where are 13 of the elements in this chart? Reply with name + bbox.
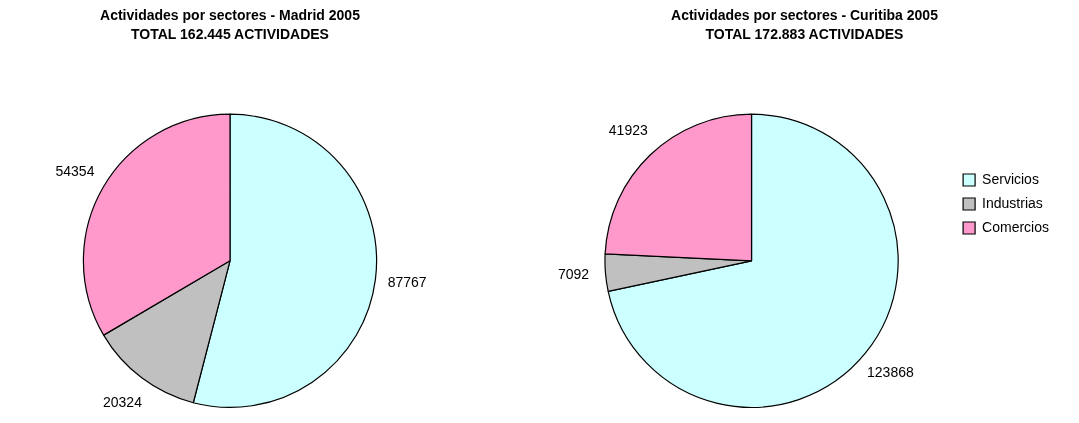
data-label: 123868 xyxy=(867,363,914,380)
data-label: 87767 xyxy=(387,274,427,291)
data-label: 20324 xyxy=(102,394,143,411)
chart-subtitle: TOTAL 172.883 ACTIVIDADES xyxy=(705,26,904,43)
chart-subtitle: TOTAL 162.445 ACTIVIDADES xyxy=(131,26,329,43)
legend-label: Servicios xyxy=(982,170,1039,187)
chart-title: Actividades por sectores - Madrid 2005 xyxy=(100,7,361,24)
data-label: 7092 xyxy=(557,266,590,283)
chart-title: Actividades por sectores - Curitiba 2005 xyxy=(671,7,939,24)
data-label: 54354 xyxy=(55,162,95,179)
data-label: 41923 xyxy=(608,122,648,139)
legend-label: Comercios xyxy=(982,218,1049,235)
legend-label: Industrias xyxy=(982,194,1043,211)
